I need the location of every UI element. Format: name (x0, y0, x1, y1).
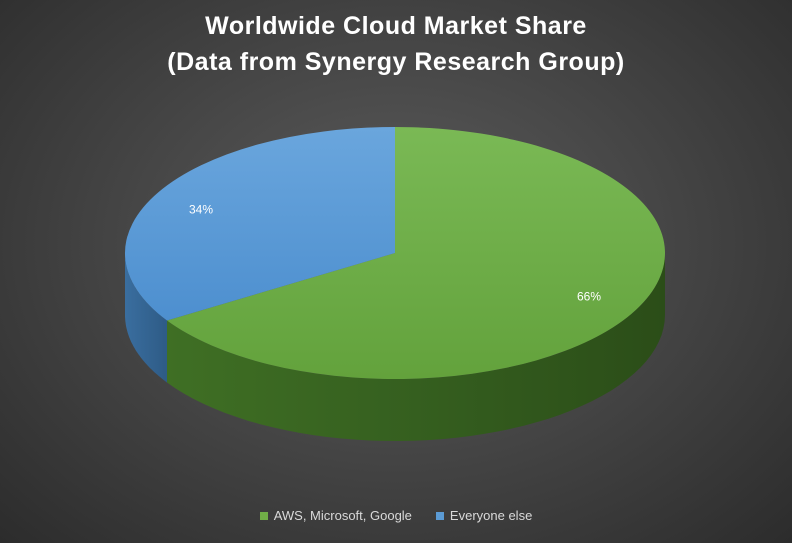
pie-label-layer: 66% 34% (189, 202, 601, 303)
data-label-green: 66% (577, 290, 601, 304)
legend-item-aws-microsoft-google: AWS, Microsoft, Google (259, 508, 412, 523)
pie-slice-green (167, 127, 665, 379)
pie-side-blue (125, 253, 167, 383)
legend-swatch-green (259, 511, 268, 520)
legend-swatch-blue (435, 511, 444, 520)
pie-side-green (167, 253, 665, 441)
pie-side-layer (125, 253, 665, 441)
chart-legend: AWS, Microsoft, Google Everyone else (0, 508, 792, 523)
pie-top-layer (124, 126, 665, 379)
legend-label: Everyone else (449, 508, 533, 523)
pie-slice-blue (124, 126, 395, 321)
legend-item-everyone-else: Everyone else (435, 508, 533, 523)
chart-title-line-1: Worldwide Cloud Market Share (205, 12, 587, 40)
legend-label: AWS, Microsoft, Google (273, 508, 412, 523)
data-label-blue: 34% (189, 202, 213, 216)
chart-title-line-2: (Data from Synergy Research Group) (167, 48, 625, 76)
